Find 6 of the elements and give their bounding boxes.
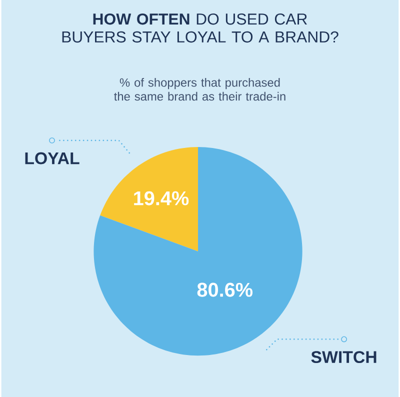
legend-label: SWITCH [311, 350, 376, 363]
chart-title: HOW OFTEN DO USED CAR BUYERS STAY LOYAL TO A BRAND? [62, 13, 338, 42]
data-label: 19.4% [134, 191, 189, 206]
slice-label: LOYAL [25, 152, 80, 164]
chart-subtitle: % of shoppers that purchased the same brand as their trade-in [114, 78, 286, 100]
data-label: 80.6% [197, 282, 253, 297]
